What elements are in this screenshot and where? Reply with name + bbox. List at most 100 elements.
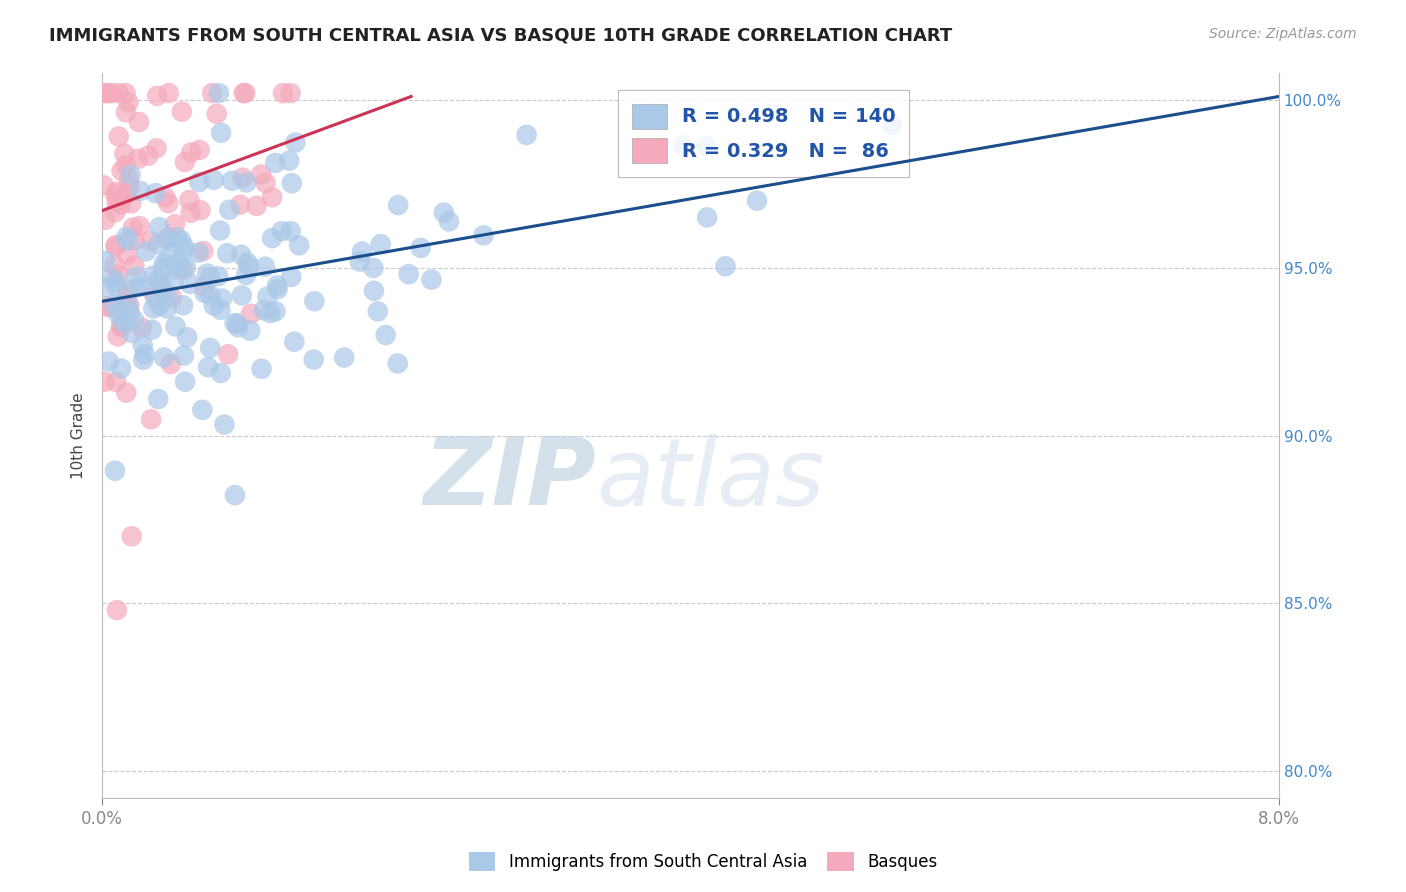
Point: [256, 290, 278, 304]
Point: [173, 243, 195, 257]
Point: [94, 280, 117, 294]
Point: [139, 412, 162, 426]
Point: [163, 217, 186, 231]
Point: [153, 351, 176, 365]
Point: [695, 139, 717, 153]
Point: [107, 129, 129, 144]
Point: [157, 230, 180, 244]
Point: [229, 198, 252, 212]
Point: [115, 159, 138, 173]
Point: [349, 254, 371, 268]
Point: [136, 148, 159, 162]
Point: [105, 194, 128, 209]
Y-axis label: 10th Grade: 10th Grade: [72, 392, 86, 479]
Point: [218, 202, 240, 217]
Point: [115, 385, 138, 400]
Point: [118, 179, 141, 194]
Point: [125, 280, 148, 294]
Point: [180, 206, 202, 220]
Point: [122, 312, 145, 326]
Point: [472, 228, 495, 243]
Point: [280, 224, 302, 238]
Point: [146, 88, 169, 103]
Point: [117, 234, 139, 248]
Point: [156, 301, 179, 316]
Point: [132, 352, 155, 367]
Point: [134, 347, 156, 361]
Point: [120, 196, 142, 211]
Point: [254, 176, 277, 190]
Point: [157, 86, 180, 100]
Point: [229, 248, 252, 262]
Point: [142, 268, 165, 283]
Point: [209, 126, 232, 140]
Point: [103, 297, 125, 311]
Point: [118, 306, 141, 320]
Point: [226, 317, 249, 331]
Point: [97, 299, 120, 313]
Point: [745, 194, 768, 208]
Point: [163, 235, 186, 250]
Point: [224, 488, 246, 502]
Point: [117, 95, 139, 110]
Point: [200, 288, 222, 302]
Point: [110, 197, 132, 211]
Point: [232, 170, 254, 185]
Point: [370, 237, 392, 252]
Point: [209, 366, 232, 380]
Text: atlas: atlas: [596, 434, 825, 524]
Point: [188, 175, 211, 189]
Point: [94, 212, 117, 227]
Point: [352, 244, 374, 259]
Point: [160, 291, 183, 305]
Point: [120, 168, 142, 182]
Point: [672, 138, 695, 153]
Point: [264, 156, 287, 170]
Point: [132, 338, 155, 352]
Point: [150, 276, 173, 290]
Point: [245, 199, 267, 213]
Point: [100, 271, 122, 285]
Point: [266, 278, 288, 293]
Point: [201, 86, 224, 100]
Point: [236, 255, 259, 269]
Point: [148, 276, 170, 290]
Point: [224, 316, 246, 330]
Point: [250, 361, 273, 376]
Point: [188, 143, 211, 157]
Point: [107, 329, 129, 343]
Point: [107, 308, 129, 322]
Point: [104, 238, 127, 252]
Point: [97, 86, 120, 100]
Point: [211, 292, 233, 306]
Point: [166, 256, 188, 270]
Point: [264, 304, 287, 318]
Point: [278, 153, 301, 168]
Point: [110, 361, 132, 376]
Point: [115, 230, 138, 244]
Point: [111, 315, 134, 329]
Point: [232, 86, 254, 100]
Point: [128, 115, 150, 129]
Point: [260, 231, 283, 245]
Point: [288, 238, 311, 252]
Text: Source: ZipAtlas.com: Source: ZipAtlas.com: [1209, 27, 1357, 41]
Point: [208, 86, 231, 100]
Point: [367, 304, 389, 318]
Point: [118, 298, 141, 312]
Point: [304, 294, 326, 309]
Point: [110, 163, 132, 178]
Point: [374, 328, 396, 343]
Point: [97, 354, 120, 368]
Point: [174, 260, 197, 275]
Point: [239, 324, 262, 338]
Point: [217, 347, 239, 361]
Point: [193, 279, 215, 293]
Point: [238, 259, 260, 273]
Point: [145, 291, 167, 305]
Point: [129, 279, 152, 293]
Point: [104, 258, 127, 272]
Point: [163, 273, 186, 287]
Point: [174, 375, 197, 389]
Point: [146, 273, 169, 287]
